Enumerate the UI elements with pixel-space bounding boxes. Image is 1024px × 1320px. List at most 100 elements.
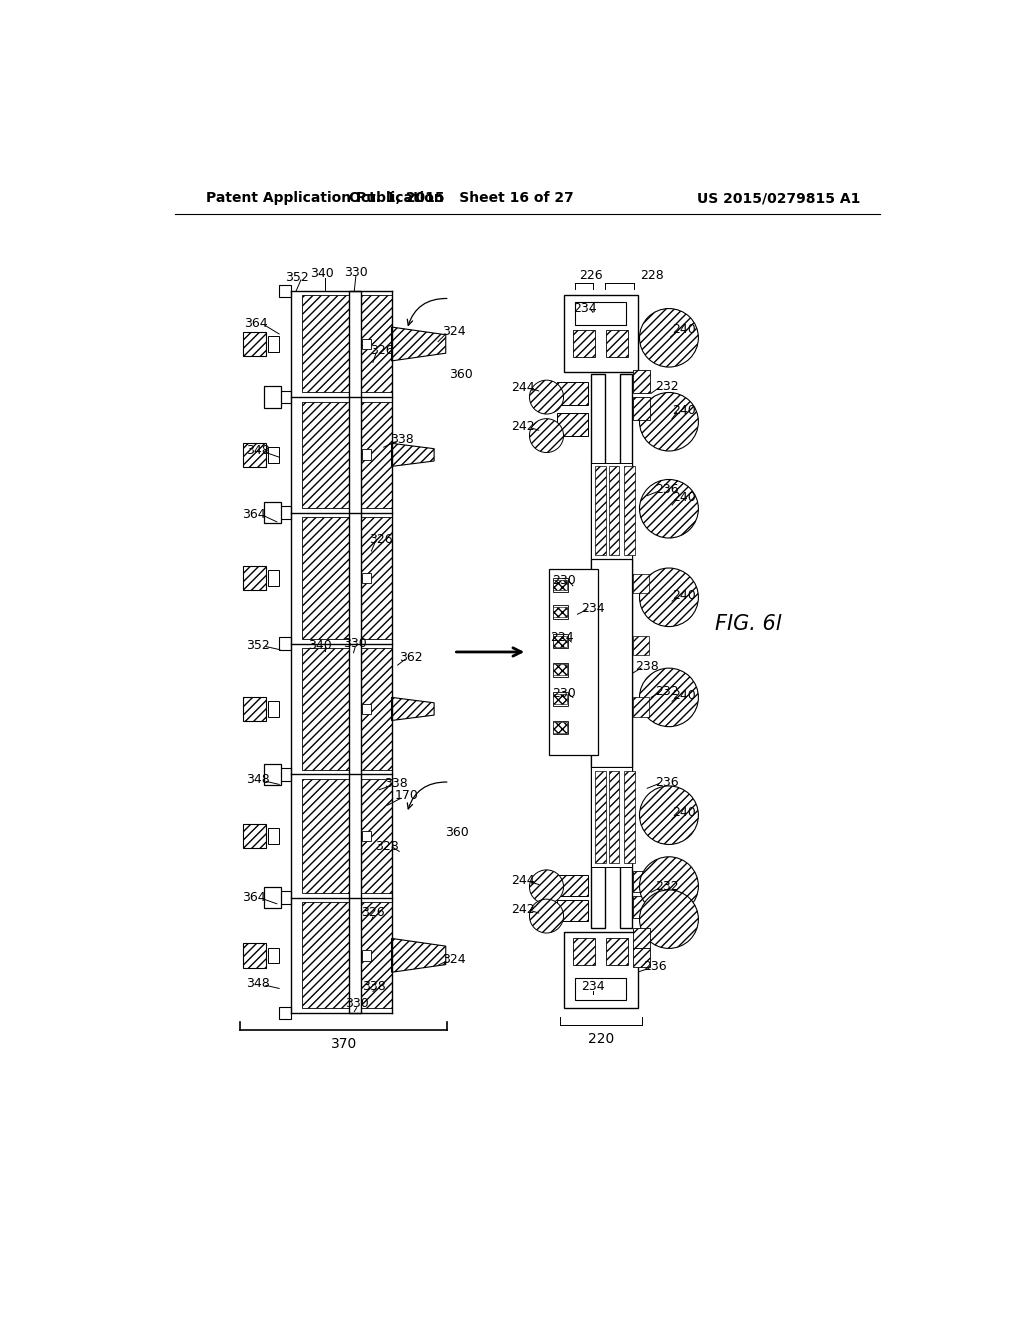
Polygon shape [391,327,445,360]
Circle shape [640,568,698,627]
Text: 330: 330 [344,265,368,279]
Bar [633,397,650,420]
Bar [575,302,627,325]
Text: Patent Application Publication: Patent Application Publication [206,191,443,206]
Bar [554,636,567,647]
Bar [606,939,628,965]
Bar [302,648,349,770]
Bar [606,330,628,358]
Bar [633,948,650,966]
Text: 232: 232 [654,880,679,894]
Bar [624,466,635,554]
Text: 230: 230 [552,574,575,587]
Text: 220: 220 [588,1031,613,1045]
Bar [633,697,649,717]
Text: 370: 370 [331,1038,357,1051]
Bar [554,579,567,590]
Text: 364: 364 [243,891,266,904]
Bar [633,896,650,917]
Circle shape [529,418,563,453]
Text: 330: 330 [345,998,369,1010]
Circle shape [640,668,698,726]
Bar [608,771,620,863]
Bar [280,507,291,519]
Bar [360,401,391,508]
Text: 236: 236 [643,961,667,973]
Bar [592,374,604,928]
Text: 328: 328 [375,840,398,853]
Circle shape [529,870,563,904]
Text: 326: 326 [361,907,385,920]
Bar [302,903,349,1008]
Text: 364: 364 [243,508,266,520]
Text: 226: 226 [579,269,602,282]
Text: 228: 228 [640,269,664,282]
Bar [572,939,595,965]
Text: 362: 362 [399,651,423,664]
Text: 170: 170 [395,789,419,803]
Bar [362,830,372,841]
Bar [280,891,291,904]
Text: 224: 224 [550,631,573,644]
Text: 244: 244 [511,874,536,887]
Circle shape [640,392,698,451]
Bar [360,648,391,770]
Text: 244: 244 [511,381,536,395]
Bar [243,697,266,721]
Bar [263,763,281,785]
Bar [633,928,650,948]
Bar [280,391,291,404]
Text: 232: 232 [654,380,679,393]
Text: 338: 338 [390,433,414,446]
Text: 240: 240 [673,404,696,417]
Text: 360: 360 [445,825,469,838]
Circle shape [640,857,698,915]
Bar [592,767,632,867]
Text: 240: 240 [673,689,696,702]
Text: 330: 330 [343,638,367,649]
Bar [633,871,650,892]
Bar [554,722,567,733]
Bar [553,663,568,677]
Bar [572,330,595,358]
Bar [624,771,635,863]
Bar [267,701,280,717]
Bar [553,692,568,706]
Bar [267,337,280,351]
Text: 240: 240 [673,807,696,820]
Bar [362,449,372,461]
Bar [280,638,291,649]
Text: 340: 340 [308,639,332,652]
Text: 348: 348 [247,977,270,990]
Polygon shape [391,697,434,721]
Bar [267,829,280,843]
Text: 360: 360 [450,367,473,380]
Bar [263,887,281,908]
Text: 352: 352 [247,639,270,652]
Text: 238: 238 [635,660,659,673]
Text: US 2015/0279815 A1: US 2015/0279815 A1 [697,191,861,206]
Circle shape [640,479,698,539]
Bar [243,331,266,356]
Text: 236: 236 [654,483,679,496]
Bar [243,442,266,467]
Text: 242: 242 [511,903,536,916]
Text: 338: 338 [362,979,386,993]
Text: FIG. 6l: FIG. 6l [715,614,781,634]
Circle shape [529,380,563,414]
Text: 326: 326 [369,533,392,546]
Text: 340: 340 [310,268,334,280]
Bar [608,466,620,554]
Bar [362,950,372,961]
Text: 230: 230 [552,686,575,700]
Text: 234: 234 [582,979,605,993]
Bar [553,721,568,734]
Text: 236: 236 [654,776,679,788]
Bar [554,607,567,618]
Text: 326: 326 [370,345,393,358]
Circle shape [529,899,563,933]
Bar [621,374,632,928]
Bar [360,903,391,1008]
Text: 338: 338 [384,777,408,791]
Bar [595,466,606,554]
